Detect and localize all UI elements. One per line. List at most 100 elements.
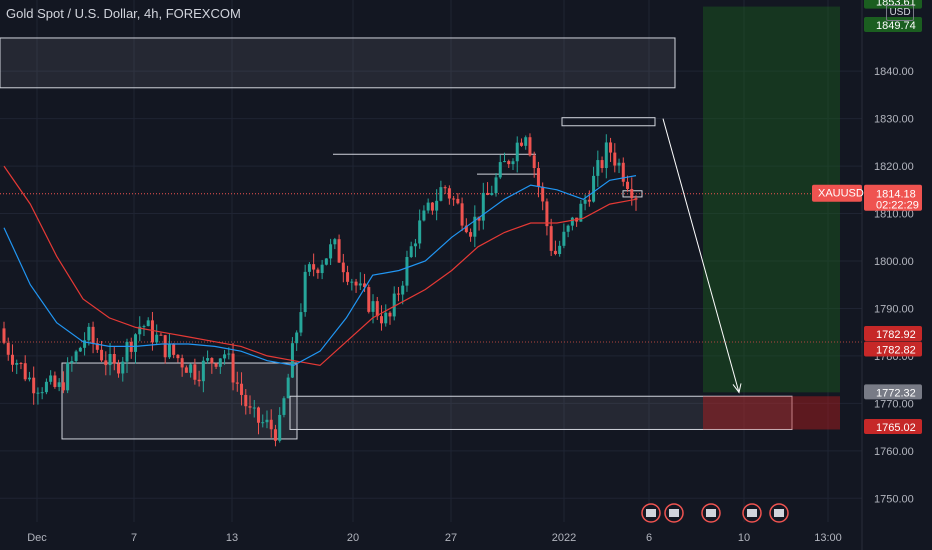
candle-body	[388, 312, 392, 317]
candle-body	[15, 362, 19, 365]
x-tick-label: 2022	[552, 532, 576, 544]
price-label: 1765.02	[876, 422, 916, 434]
candle-body	[265, 419, 269, 423]
candle-body	[2, 328, 6, 343]
candle-body	[184, 367, 188, 373]
candle-body	[40, 392, 44, 394]
y-tick-label: 1830.00	[874, 114, 914, 126]
candle-body	[430, 202, 434, 211]
candle-body	[562, 231, 566, 246]
price-axis	[862, 0, 932, 550]
price-tag	[864, 384, 922, 400]
candle-body	[384, 312, 388, 324]
y-tick-label: 1840.00	[874, 66, 914, 78]
candle-body	[244, 394, 248, 407]
candle-body	[443, 187, 447, 189]
candle-body	[256, 407, 260, 423]
event-flag-icon-body	[774, 509, 784, 517]
candle-body	[600, 160, 604, 169]
x-tick-label: 7	[131, 532, 137, 544]
chart-title: Gold Spot / U.S. Dollar, 4h, FOREXCOM	[6, 6, 241, 21]
candle-body	[536, 168, 540, 187]
candle-body	[545, 201, 549, 227]
y-tick-label: 1790.00	[874, 303, 914, 315]
candle-body	[380, 316, 384, 324]
candle-body	[503, 161, 507, 163]
candle-body	[401, 285, 405, 295]
candle-body	[477, 216, 481, 221]
candle-body	[609, 142, 613, 153]
candle-body	[307, 264, 311, 272]
candle-body	[163, 335, 167, 358]
candle-body	[469, 232, 473, 237]
candle-body	[486, 192, 490, 195]
price-tag	[864, 0, 922, 9]
candle-body	[159, 334, 163, 336]
candle-body	[587, 199, 591, 202]
candle-body	[337, 239, 341, 263]
candle-body	[10, 354, 14, 365]
candle-body	[592, 175, 596, 202]
event-flag-icon-body	[747, 509, 757, 517]
candle-body	[312, 264, 316, 270]
candle-body	[295, 332, 299, 344]
price-label: 1853.61	[876, 0, 916, 9]
candle-body	[227, 353, 231, 355]
candle-body	[180, 358, 184, 368]
candle-body	[519, 142, 523, 146]
candle-body	[142, 326, 146, 328]
candle-body	[405, 257, 409, 286]
zone-0	[0, 37, 676, 89]
candle-body	[341, 262, 345, 273]
candle-body	[507, 161, 511, 165]
event-flag-icon-body	[646, 509, 656, 517]
candle-body	[634, 198, 638, 200]
candle-body	[133, 334, 137, 352]
candle-body	[329, 244, 333, 259]
price-tag	[864, 418, 922, 434]
candle-body	[549, 226, 553, 251]
candle-body	[44, 381, 48, 393]
candle-body	[117, 363, 121, 374]
candle-body	[541, 186, 545, 202]
candle-body	[316, 269, 320, 274]
candle-body	[320, 264, 324, 274]
candle-body	[146, 320, 150, 327]
candle-body	[269, 419, 273, 430]
candle-body	[273, 429, 277, 441]
candle-body	[532, 155, 536, 169]
candle-body	[422, 210, 426, 221]
candle-body	[27, 377, 31, 380]
x-tick-label: 13:00	[814, 532, 842, 544]
candle-body	[248, 406, 252, 408]
candle-body	[494, 177, 498, 194]
candle-body	[197, 379, 201, 382]
zone-2	[289, 395, 793, 430]
candle-body	[23, 363, 27, 380]
candle-body	[252, 407, 256, 409]
current-price-label: 1814.18	[876, 189, 916, 201]
y-tick-label: 1770.00	[874, 398, 914, 410]
candle-body	[621, 162, 625, 182]
x-tick-label: 13	[226, 532, 238, 544]
candle-body	[299, 312, 303, 333]
candle-body	[206, 358, 210, 361]
y-tick-label: 1750.00	[874, 493, 914, 505]
candle-body	[176, 354, 180, 359]
x-tick-label: 6	[646, 532, 652, 544]
projection-arrow	[662, 118, 740, 393]
candle-body	[282, 398, 286, 415]
candle-body	[596, 160, 600, 176]
currency-button[interactable]: USD	[886, 5, 914, 21]
candle-body	[36, 392, 40, 394]
candle-body	[583, 199, 587, 204]
candle-body	[413, 243, 417, 247]
candle-body	[121, 361, 125, 374]
candle-body	[286, 377, 290, 399]
candle-body	[566, 225, 570, 232]
symbol-label: XAUUSD	[818, 188, 864, 200]
candle-body	[150, 320, 154, 343]
candle-body	[447, 188, 451, 199]
candle-body	[70, 361, 74, 363]
